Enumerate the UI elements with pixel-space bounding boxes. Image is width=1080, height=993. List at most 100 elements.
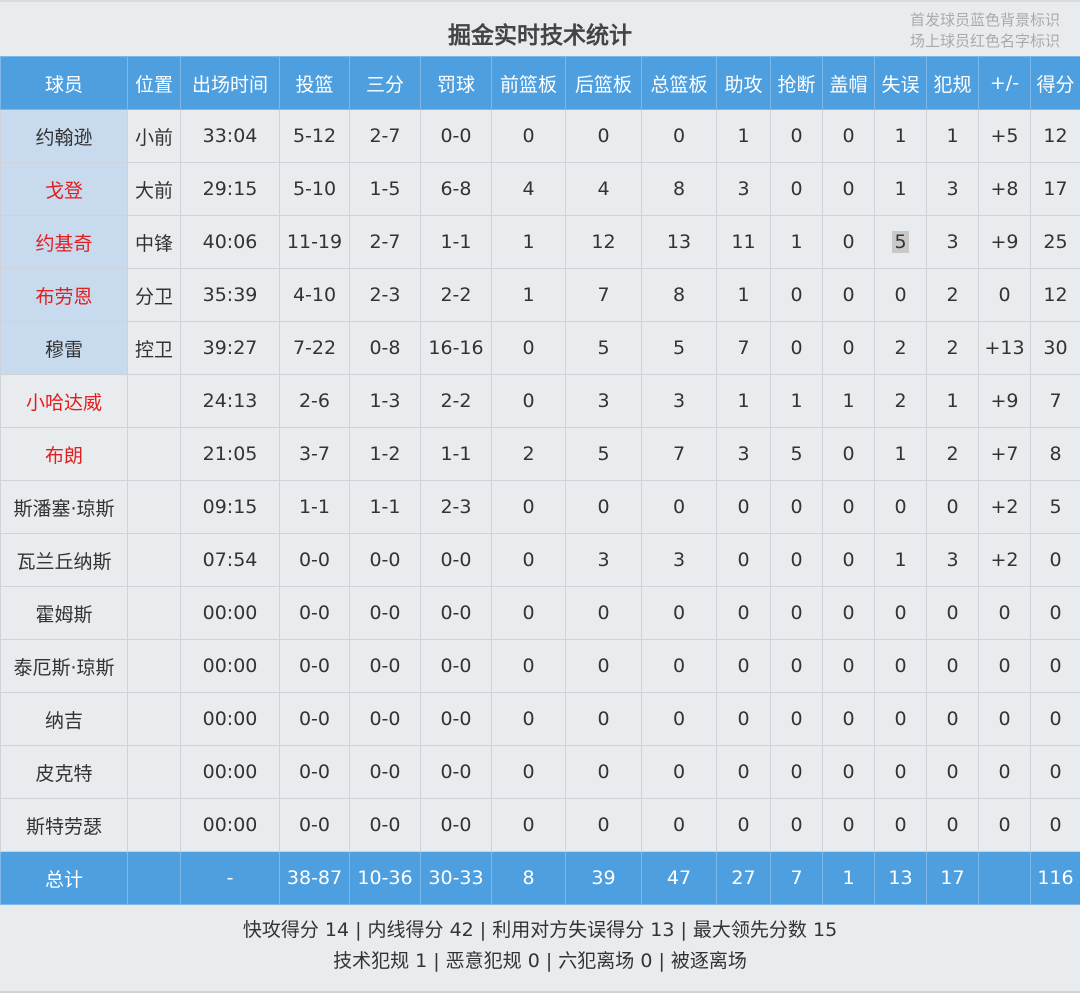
player-name[interactable]: 布劳恩 bbox=[1, 269, 128, 322]
stat-cell-罚球: 0-0 bbox=[421, 799, 492, 852]
stat-cell-抢断: 0 bbox=[771, 799, 823, 852]
stat-cell-+/-: +5 bbox=[979, 110, 1031, 163]
legend-note: 首发球员蓝色背景标识 场上球员红色名字标识 bbox=[910, 10, 1060, 52]
column-header[interactable]: +/- bbox=[979, 57, 1031, 110]
column-header[interactable]: 投篮 bbox=[280, 57, 350, 110]
stat-cell-前篮板: 0 bbox=[492, 534, 566, 587]
stat-cell-犯规: 0 bbox=[927, 481, 979, 534]
column-header[interactable]: 得分 bbox=[1031, 57, 1080, 110]
stat-cell-抢断: 1 bbox=[771, 375, 823, 428]
stat-cell-得分: 0 bbox=[1031, 799, 1080, 852]
column-header[interactable]: 罚球 bbox=[421, 57, 492, 110]
column-header[interactable]: 失误 bbox=[875, 57, 927, 110]
stat-cell-总篮板: 3 bbox=[642, 534, 717, 587]
column-header[interactable]: 三分 bbox=[350, 57, 421, 110]
total-cell: 47 bbox=[642, 852, 717, 905]
column-header[interactable]: 后篮板 bbox=[566, 57, 642, 110]
stat-cell-投篮: 5-12 bbox=[280, 110, 350, 163]
stat-cell-犯规: 3 bbox=[927, 534, 979, 587]
stat-cell-出场时间: 29:15 bbox=[181, 163, 280, 216]
stat-cell-罚球: 0-0 bbox=[421, 534, 492, 587]
stat-cell-出场时间: 09:15 bbox=[181, 481, 280, 534]
stat-cell-+/-: 0 bbox=[979, 640, 1031, 693]
stat-cell-投篮: 0-0 bbox=[280, 693, 350, 746]
stat-cell-助攻: 11 bbox=[717, 216, 771, 269]
stat-cell-抢断: 1 bbox=[771, 216, 823, 269]
stat-cell-罚球: 0-0 bbox=[421, 693, 492, 746]
stat-cell-总篮板: 0 bbox=[642, 587, 717, 640]
stat-cell-总篮板: 0 bbox=[642, 640, 717, 693]
player-name[interactable]: 纳吉 bbox=[1, 693, 128, 746]
stat-cell-助攻: 7 bbox=[717, 322, 771, 375]
column-header[interactable]: 抢断 bbox=[771, 57, 823, 110]
stat-cell-得分: 25 bbox=[1031, 216, 1080, 269]
column-header[interactable]: 前篮板 bbox=[492, 57, 566, 110]
stat-cell-+/-: 0 bbox=[979, 587, 1031, 640]
player-name[interactable]: 瓦兰丘纳斯 bbox=[1, 534, 128, 587]
stat-cell-犯规: 0 bbox=[927, 746, 979, 799]
stat-cell-助攻: 1 bbox=[717, 375, 771, 428]
stat-cell-助攻: 0 bbox=[717, 693, 771, 746]
stat-cell-助攻: 1 bbox=[717, 110, 771, 163]
column-header[interactable]: 助攻 bbox=[717, 57, 771, 110]
legend-on-court: 场上球员红色名字标识 bbox=[910, 31, 1060, 52]
stat-cell-盖帽: 0 bbox=[823, 746, 875, 799]
stat-cell-三分: 2-3 bbox=[350, 269, 421, 322]
stat-cell-+/-: 0 bbox=[979, 269, 1031, 322]
stat-cell-得分: 5 bbox=[1031, 481, 1080, 534]
player-name[interactable]: 泰厄斯·琼斯 bbox=[1, 640, 128, 693]
stat-cell-出场时间: 33:04 bbox=[181, 110, 280, 163]
stat-cell-三分: 0-0 bbox=[350, 587, 421, 640]
stat-cell-出场时间: 40:06 bbox=[181, 216, 280, 269]
player-name[interactable]: 霍姆斯 bbox=[1, 587, 128, 640]
stat-cell-犯规: 3 bbox=[927, 163, 979, 216]
stat-cell-总篮板: 0 bbox=[642, 746, 717, 799]
stat-cell-失误: 0 bbox=[875, 799, 927, 852]
stat-cell-出场时间: 00:00 bbox=[181, 640, 280, 693]
stat-cell-位置 bbox=[128, 587, 181, 640]
player-name[interactable]: 小哈达威 bbox=[1, 375, 128, 428]
stat-cell-失误: 0 bbox=[875, 640, 927, 693]
column-header[interactable]: 位置 bbox=[128, 57, 181, 110]
stat-cell-位置 bbox=[128, 428, 181, 481]
column-header[interactable]: 犯规 bbox=[927, 57, 979, 110]
stat-cell-出场时间: 39:27 bbox=[181, 322, 280, 375]
stat-cell-投篮: 0-0 bbox=[280, 640, 350, 693]
stat-cell-三分: 1-1 bbox=[350, 481, 421, 534]
player-name[interactable]: 皮克特 bbox=[1, 746, 128, 799]
column-header[interactable]: 球员 bbox=[1, 57, 128, 110]
stat-cell-助攻: 0 bbox=[717, 799, 771, 852]
stat-cell-三分: 0-0 bbox=[350, 746, 421, 799]
stat-cell-犯规: 0 bbox=[927, 640, 979, 693]
player-name[interactable]: 布朗 bbox=[1, 428, 128, 481]
player-name[interactable]: 斯潘塞·琼斯 bbox=[1, 481, 128, 534]
stat-cell-犯规: 0 bbox=[927, 799, 979, 852]
stat-cell-失误: 1 bbox=[875, 163, 927, 216]
player-name[interactable]: 戈登 bbox=[1, 163, 128, 216]
total-label: 总计 bbox=[1, 852, 128, 905]
stat-cell-犯规: 2 bbox=[927, 322, 979, 375]
legend-starter: 首发球员蓝色背景标识 bbox=[910, 10, 1060, 31]
stat-cell-+/-: +13 bbox=[979, 322, 1031, 375]
column-header[interactable]: 盖帽 bbox=[823, 57, 875, 110]
player-name[interactable]: 约翰逊 bbox=[1, 110, 128, 163]
stat-cell-抢断: 5 bbox=[771, 428, 823, 481]
stat-cell-罚球: 16-16 bbox=[421, 322, 492, 375]
player-name[interactable]: 穆雷 bbox=[1, 322, 128, 375]
stats-table: 球员位置出场时间投篮三分罚球前篮板后篮板总篮板助攻抢断盖帽失误犯规+/-得分 约… bbox=[0, 56, 1080, 905]
stat-cell-后篮板: 0 bbox=[566, 481, 642, 534]
player-name[interactable]: 斯特劳瑟 bbox=[1, 799, 128, 852]
stat-cell-出场时间: 24:13 bbox=[181, 375, 280, 428]
stat-cell-盖帽: 0 bbox=[823, 587, 875, 640]
player-name[interactable]: 约基奇 bbox=[1, 216, 128, 269]
column-header[interactable]: 出场时间 bbox=[181, 57, 280, 110]
column-header[interactable]: 总篮板 bbox=[642, 57, 717, 110]
stat-cell-出场时间: 21:05 bbox=[181, 428, 280, 481]
stat-cell-得分: 0 bbox=[1031, 587, 1080, 640]
